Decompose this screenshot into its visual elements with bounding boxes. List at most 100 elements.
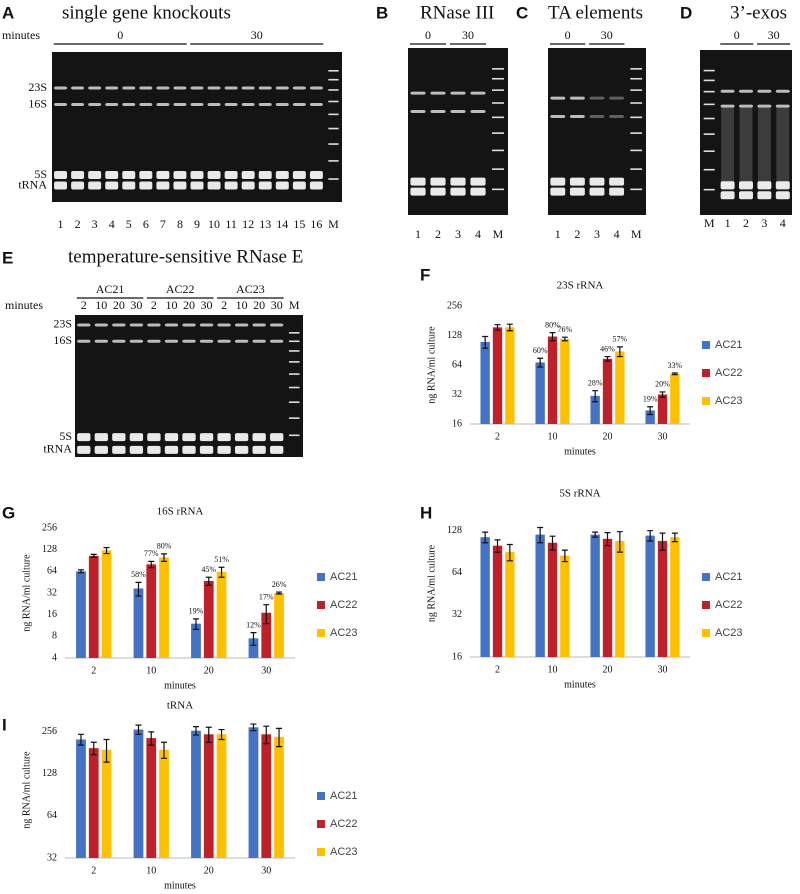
ladder-band — [288, 332, 300, 334]
lane-label: 30 — [201, 298, 213, 312]
band — [292, 181, 306, 190]
error-bar — [604, 532, 611, 547]
error-bar — [77, 569, 84, 574]
band — [241, 86, 255, 90]
x-axis-label: minutes — [164, 680, 196, 691]
band — [275, 86, 289, 90]
ladder-band — [288, 434, 300, 437]
lane-label: 12 — [242, 217, 254, 231]
band — [450, 91, 466, 95]
lane-label: 30 — [271, 298, 283, 312]
ladder-band — [328, 160, 339, 162]
lane-label: 10 — [208, 217, 220, 231]
y-tick-label: 4 — [52, 652, 57, 663]
gel-title: RNase III — [420, 2, 494, 23]
legend-swatch — [702, 629, 710, 637]
band — [54, 86, 68, 90]
band — [430, 91, 446, 95]
legend-label: AC23 — [715, 395, 743, 407]
band — [410, 177, 426, 186]
lane-label: 2 — [151, 298, 157, 312]
x-tick-label: 2 — [495, 431, 500, 442]
percent-label: 80% — [157, 542, 172, 551]
marker-label: tRNA — [18, 177, 47, 191]
bar — [248, 638, 259, 658]
ladder-band — [703, 117, 715, 120]
ladder-band — [288, 417, 300, 419]
band — [739, 104, 753, 108]
x-axis-label: minutes — [564, 679, 596, 690]
band — [550, 114, 566, 118]
bar — [146, 738, 157, 858]
band — [410, 109, 426, 113]
band — [720, 181, 735, 190]
bar — [480, 537, 490, 657]
bar — [615, 351, 625, 424]
group-label: 0 — [565, 28, 571, 42]
chart-title: tRNA — [167, 700, 193, 712]
x-tick-label: 30 — [261, 665, 271, 676]
band — [77, 433, 91, 442]
band — [139, 171, 153, 179]
x-axis-label: minutes — [164, 880, 196, 891]
band — [550, 177, 566, 186]
band — [224, 171, 238, 179]
y-tick-label: 8 — [52, 631, 57, 642]
marker-label: tRNA — [43, 442, 72, 456]
ladder-band — [492, 132, 504, 134]
percent-label: 19% — [643, 395, 658, 404]
band — [275, 181, 289, 190]
band — [589, 187, 605, 196]
lane-label: M — [289, 298, 300, 312]
band — [775, 191, 790, 200]
band — [129, 323, 144, 327]
bar — [101, 550, 112, 658]
band — [147, 339, 161, 343]
legend-label: AC21 — [330, 571, 358, 583]
bar — [133, 729, 144, 858]
x-tick-label: 10 — [548, 431, 558, 442]
chart-title: 23S rRNA — [557, 280, 604, 292]
band — [224, 103, 238, 106]
ladder-band — [328, 143, 339, 145]
error-bar — [561, 549, 568, 563]
marker-label: 5S — [59, 429, 72, 443]
error-bar — [276, 591, 283, 595]
percent-label: 12% — [246, 620, 261, 629]
band — [609, 96, 625, 100]
error-bar — [135, 724, 142, 735]
lane-label: 20 — [113, 298, 125, 312]
error-bar — [103, 546, 110, 555]
band — [258, 103, 272, 106]
lane-label: 4 — [780, 216, 786, 230]
ladder-band — [328, 127, 339, 130]
band — [720, 89, 735, 93]
band — [94, 433, 108, 442]
percent-label: 45% — [201, 565, 216, 574]
band — [94, 323, 108, 327]
y-tick-label: 32 — [47, 852, 57, 863]
error-bar — [205, 576, 212, 586]
band — [122, 103, 136, 106]
x-tick-label: 2 — [495, 664, 500, 675]
legend-label: AC23 — [330, 627, 358, 639]
panel-letter: H — [420, 503, 432, 522]
band — [224, 86, 238, 90]
ladder-band — [288, 350, 300, 352]
lane-label: 5 — [126, 217, 132, 231]
band — [94, 445, 108, 454]
ladder-band — [630, 89, 643, 91]
band — [164, 445, 179, 454]
y-tick-label: 32 — [452, 609, 462, 620]
legend-label: AC23 — [715, 627, 743, 639]
band — [112, 445, 126, 454]
band — [589, 114, 605, 118]
band — [77, 339, 91, 343]
ladder-band — [703, 133, 715, 135]
smear — [721, 107, 735, 191]
percent-label: 17% — [259, 593, 274, 602]
y-tick-label: 64 — [452, 359, 462, 370]
band — [88, 103, 102, 106]
ladder-band — [288, 361, 300, 363]
